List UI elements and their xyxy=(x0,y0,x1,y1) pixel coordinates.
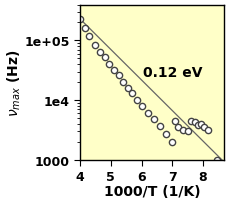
X-axis label: 1000/T (1/K): 1000/T (1/K) xyxy=(104,185,200,198)
Text: 0.12 eV: 0.12 eV xyxy=(142,66,202,80)
Y-axis label: $\nu_{max}$ (Hz): $\nu_{max}$ (Hz) xyxy=(5,49,23,116)
